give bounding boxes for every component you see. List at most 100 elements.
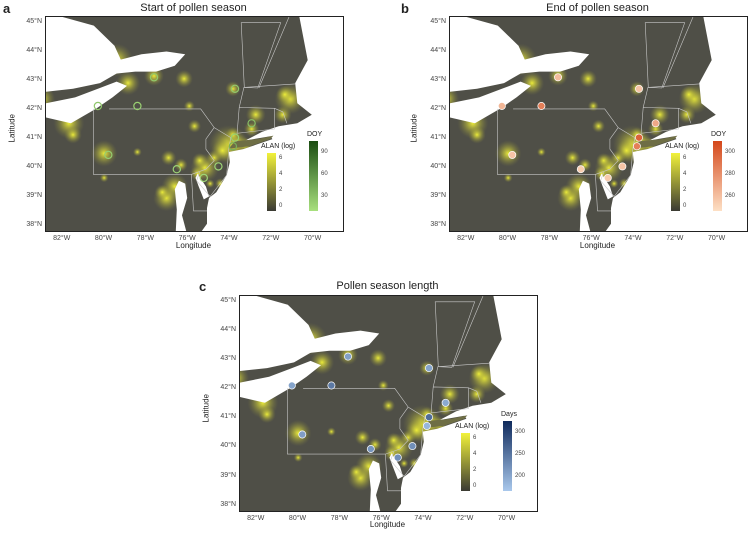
site-marker	[393, 453, 402, 462]
light-hotspot	[587, 100, 599, 112]
light-hotspot	[326, 427, 336, 437]
lon-tick-label: 82°W	[247, 515, 265, 522]
lat-tick-label: 45°N	[220, 296, 236, 304]
water-bodies	[450, 17, 747, 231]
lon-tick-label: 80°W	[94, 235, 113, 242]
light-hotspot	[90, 140, 118, 167]
site-marker	[422, 421, 431, 430]
state-border	[238, 83, 296, 108]
lat-tick-label: 43°N	[430, 75, 446, 83]
metric-legend-tick: 30	[321, 193, 328, 199]
light-hotspot	[160, 150, 177, 166]
metric-legend-tick: 60	[321, 171, 328, 177]
lon-tick-label: 72°W	[666, 235, 684, 242]
lon-tick-label: 74°W	[220, 235, 238, 242]
state-borders	[497, 17, 700, 212]
metric-legend-tick: 200	[515, 473, 526, 479]
light-hotspot	[284, 419, 312, 447]
alan-legend-tick: 0	[473, 483, 477, 489]
metric-legend-tick: 300	[725, 149, 736, 155]
map-canvas	[450, 17, 747, 231]
light-hotspot	[591, 119, 606, 133]
state-border	[644, 22, 686, 89]
alan-legend-tick: 2	[473, 467, 477, 473]
alan-legend-tick: 2	[683, 187, 687, 193]
long-island	[632, 135, 678, 149]
state-border	[236, 107, 275, 134]
light-hotspot	[205, 179, 215, 189]
site-marker	[635, 84, 643, 93]
state-border	[390, 406, 426, 477]
alan-legend-tick: 6	[473, 435, 477, 441]
state-border	[640, 107, 679, 134]
site-marker	[199, 173, 208, 183]
site-marker	[298, 430, 307, 439]
state-border	[191, 174, 207, 212]
site-marker	[554, 73, 562, 82]
alan-legend-title: ALAN (log)	[455, 423, 490, 430]
water-body	[195, 173, 209, 200]
site-marker	[214, 162, 223, 171]
site-marker	[327, 381, 336, 390]
light-hotspot	[503, 173, 513, 183]
lon-tick-label: 76°W	[178, 235, 196, 242]
light-hotspot	[191, 152, 208, 169]
light-hotspot	[154, 184, 171, 200]
site-marker	[603, 173, 612, 182]
light-hotspot	[354, 429, 371, 446]
light-hotspot	[558, 184, 575, 200]
alan-colorbar	[267, 153, 276, 211]
site-markers	[497, 73, 660, 182]
map-canvas	[46, 17, 343, 231]
panel-b: b End of pollen season ALAN (log) 6 4 2 0 DOY…	[396, 0, 756, 250]
water-body	[512, 51, 590, 75]
lon-tick-label: 80°W	[288, 515, 307, 522]
lon-tick-label: 72°W	[262, 235, 280, 242]
state-border	[662, 17, 694, 89]
lat-tick-label: 41°N	[26, 133, 42, 141]
state-borders	[287, 296, 490, 492]
lat-tick-label: 43°N	[220, 355, 236, 363]
lon-tick-label: 74°W	[624, 235, 642, 242]
alan-legend-tick: 4	[279, 171, 283, 177]
lat-tick-label: 38°N	[26, 220, 42, 228]
water-body	[302, 330, 380, 354]
lat-tick-label: 41°N	[220, 413, 236, 421]
lat-tick-label: 44°N	[26, 46, 42, 54]
alan-legend-tick: 6	[279, 155, 283, 161]
site-marker	[537, 102, 546, 110]
alan-legend-title: ALAN (log)	[665, 143, 700, 150]
alan-legend-tick: 4	[473, 451, 477, 457]
metric-legend-title: DOY	[711, 131, 727, 138]
x-axis-title: Longitude	[579, 241, 616, 250]
site-marker	[425, 413, 433, 422]
light-hotspot	[132, 147, 142, 157]
metric-legend-tick: 260	[725, 193, 736, 199]
state-border	[434, 301, 476, 368]
panel-title: Pollen season length	[336, 280, 439, 292]
lon-tick-label: 82°W	[457, 235, 475, 242]
lon-tick-label: 80°W	[498, 235, 517, 242]
water-body	[389, 453, 403, 480]
light-hotspot	[579, 69, 597, 88]
water-body	[46, 81, 127, 124]
light-hotspot	[595, 152, 612, 169]
lat-tick-label: 44°N	[430, 46, 446, 54]
alan-legend-title: ALAN (log)	[261, 143, 296, 150]
long-island	[422, 415, 468, 429]
state-border	[258, 17, 290, 89]
light-hotspot	[494, 140, 522, 167]
lon-tick-label: 76°W	[372, 515, 390, 522]
site-marker	[632, 142, 641, 151]
water-body	[46, 17, 125, 92]
panel-letter: a	[3, 1, 11, 16]
lon-tick-label: 78°W	[136, 235, 154, 242]
lat-tick-label: 45°N	[26, 17, 42, 25]
lat-tick-label: 40°N	[220, 442, 236, 450]
metric-legend-title: DOY	[307, 131, 323, 138]
state-border	[430, 386, 469, 414]
metric-legend-tick: 250	[515, 451, 526, 457]
site-marker	[133, 101, 142, 111]
site-marker	[287, 381, 296, 390]
x-axis-title: Longitude	[369, 520, 406, 529]
